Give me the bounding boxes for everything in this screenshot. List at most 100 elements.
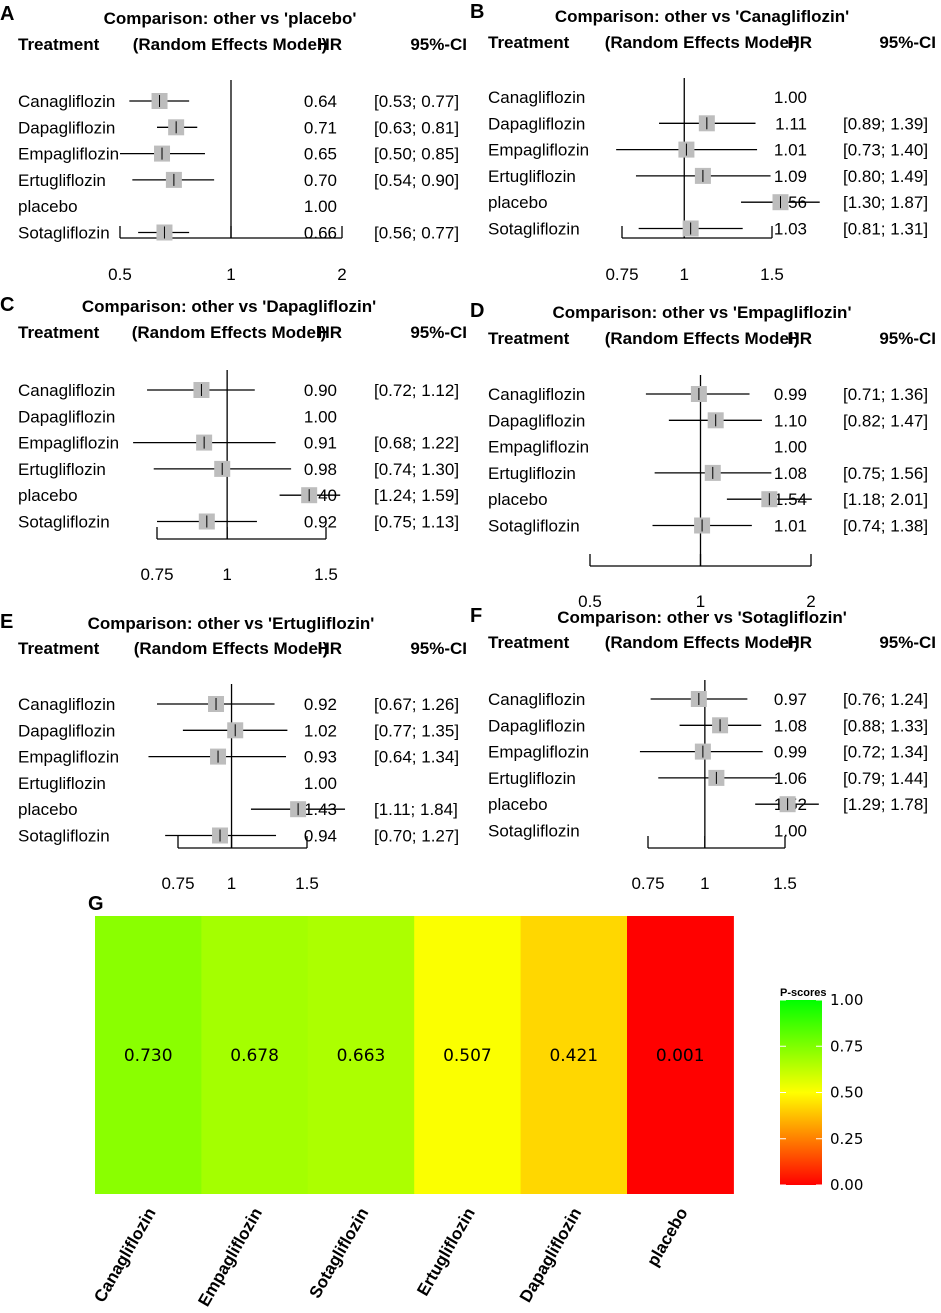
- panel-letter: E: [0, 611, 13, 633]
- row-treatment-name: placebo: [488, 490, 548, 509]
- row-ci-value: [1.18; 2.01]: [843, 490, 928, 509]
- row-ci-value: [0.79; 1.44]: [843, 769, 928, 788]
- row-ci-value: [0.74; 1.38]: [843, 517, 928, 536]
- row-treatment-name: Sotagliflozin: [488, 220, 580, 239]
- row-ci-value: [1.29; 1.78]: [843, 795, 928, 814]
- panel-letter: A: [0, 3, 14, 25]
- row-ci-value: [0.63; 0.81]: [374, 118, 459, 137]
- row-treatment-name: Canagliflozin: [18, 695, 115, 714]
- row-ci-value: [0.89; 1.39]: [843, 114, 928, 133]
- col-header-ci: 95%-CI: [879, 633, 936, 652]
- row-ci-value: [0.50; 0.85]: [374, 145, 459, 164]
- x-tick-label: 2: [806, 592, 815, 611]
- row-hr-value: 1.10: [774, 411, 807, 430]
- col-header-ci: 95%-CI: [879, 329, 936, 348]
- row-hr-value: 1.08: [774, 464, 807, 483]
- row-treatment-name: Canagliflozin: [488, 385, 585, 404]
- heat-cell-value: 0.663: [337, 1046, 386, 1066]
- x-tick-label: 1: [226, 265, 235, 284]
- row-ci-value: [0.67; 1.26]: [374, 695, 459, 714]
- legend-tick-label: 0.75: [830, 1037, 863, 1055]
- panel-title: Comparison: other vs 'Canagliflozin': [555, 7, 849, 26]
- heat-x-label: Canagliflozin: [90, 1205, 159, 1306]
- x-tick-label: 0.75: [161, 874, 194, 893]
- col-header-model: (Random Effects Model): [605, 329, 800, 348]
- x-tick-label: 0.75: [140, 565, 173, 584]
- heat-cell-value: 0.507: [443, 1046, 492, 1066]
- row-hr-value: 0.70: [304, 171, 337, 190]
- x-tick-label: 1: [680, 265, 689, 284]
- row-hr-value: 0.64: [304, 92, 337, 111]
- row-treatment-name: Empagliflozin: [18, 434, 119, 453]
- row-treatment-name: placebo: [488, 193, 548, 212]
- x-tick-label: 2: [337, 265, 346, 284]
- heat-cell-value: 0.678: [230, 1046, 279, 1066]
- row-treatment-name: Sotagliflozin: [488, 517, 580, 536]
- row-treatment-name: Dapagliflozin: [488, 114, 585, 133]
- row-hr-value: 0.92: [304, 513, 337, 532]
- legend-colorbar: [780, 1000, 822, 1185]
- row-treatment-name: Dapagliflozin: [18, 721, 115, 740]
- panel-title: Comparison: other vs 'Dapagliflozin': [82, 297, 376, 316]
- row-ci-value: [1.24; 1.59]: [374, 486, 459, 505]
- row-treatment-name: Dapagliflozin: [488, 716, 585, 735]
- row-treatment-name: Dapagliflozin: [18, 407, 115, 426]
- legend-tick-label: 1.00: [830, 991, 863, 1009]
- row-hr-value: 0.71: [304, 118, 337, 137]
- panel-letter: C: [0, 294, 14, 316]
- row-treatment-name: Canagliflozin: [488, 88, 585, 107]
- legend-tick-label: 0.00: [830, 1176, 863, 1194]
- panel-letter: B: [470, 1, 484, 23]
- row-hr-value: 0.90: [304, 381, 337, 400]
- row-hr-value: 1.09: [774, 167, 807, 186]
- row-ci-value: [0.73; 1.40]: [843, 141, 928, 160]
- forest-panel-c: C Comparison: other vs 'Dapagliflozin' Tre…: [0, 294, 467, 584]
- col-header-ci: 95%-CI: [879, 33, 936, 52]
- row-hr-value: 1.01: [774, 141, 807, 160]
- row-hr-value: 0.99: [774, 743, 807, 762]
- row-ci-value: [0.68; 1.22]: [374, 434, 459, 453]
- panel-title: Comparison: other vs 'Sotagliflozin': [557, 608, 847, 627]
- heat-cell: [307, 916, 415, 1194]
- panel-title: Comparison: other vs 'Ertugliflozin': [88, 614, 375, 633]
- row-ci-value: [0.54; 0.90]: [374, 171, 459, 190]
- row-hr-value: 1.08: [774, 716, 807, 735]
- forest-panel-e: E Comparison: other vs 'Ertugliflozin' Tre…: [0, 611, 467, 893]
- col-header-hr: HR: [317, 323, 342, 342]
- row-hr-value: 1.03: [774, 220, 807, 239]
- col-header-hr: HR: [787, 33, 812, 52]
- heat-cell: [520, 916, 628, 1194]
- row-ci-value: [1.11; 1.84]: [374, 800, 458, 819]
- row-ci-value: [0.72; 1.12]: [374, 381, 459, 400]
- row-hr-value: 1.02: [304, 721, 337, 740]
- row-treatment-name: Dapagliflozin: [488, 411, 585, 430]
- row-ci-value: [0.82; 1.47]: [843, 411, 928, 430]
- row-treatment-name: Sotagliflozin: [18, 224, 110, 243]
- row-treatment-name: Canagliflozin: [18, 92, 115, 111]
- legend-tick-label: 0.50: [830, 1084, 863, 1102]
- row-hr-value: 0.93: [304, 748, 337, 767]
- row-treatment-name: Empagliflozin: [488, 743, 589, 762]
- row-treatment-name: placebo: [18, 197, 78, 216]
- row-treatment-name: Empagliflozin: [18, 748, 119, 767]
- heat-x-label: Empagliflozin: [194, 1205, 266, 1310]
- heat-cell-value: 0.421: [549, 1046, 598, 1066]
- col-header-model: (Random Effects Model): [605, 33, 800, 52]
- row-treatment-name: Dapagliflozin: [18, 118, 115, 137]
- legend-title: P-scores: [780, 987, 826, 999]
- row-ci-value: [0.80; 1.49]: [843, 167, 928, 186]
- row-ci-value: [0.75; 1.13]: [374, 513, 459, 532]
- row-hr-value: 1.01: [774, 517, 807, 536]
- row-ci-value: [0.72; 1.34]: [843, 743, 928, 762]
- row-treatment-name: Canagliflozin: [488, 690, 585, 709]
- row-hr-value: 0.65: [304, 145, 337, 164]
- col-header-model: (Random Effects Model): [134, 639, 329, 658]
- row-treatment-name: Sotagliflozin: [18, 513, 110, 532]
- col-header-model: (Random Effects Model): [133, 35, 328, 54]
- panel-letter: G: [88, 893, 104, 915]
- row-hr-value: 1.00: [774, 822, 807, 841]
- heat-cell: [201, 916, 309, 1194]
- row-treatment-name: Ertugliflozin: [18, 460, 106, 479]
- x-tick-label: 1.5: [760, 265, 784, 284]
- col-header-treatment: Treatment: [18, 323, 100, 342]
